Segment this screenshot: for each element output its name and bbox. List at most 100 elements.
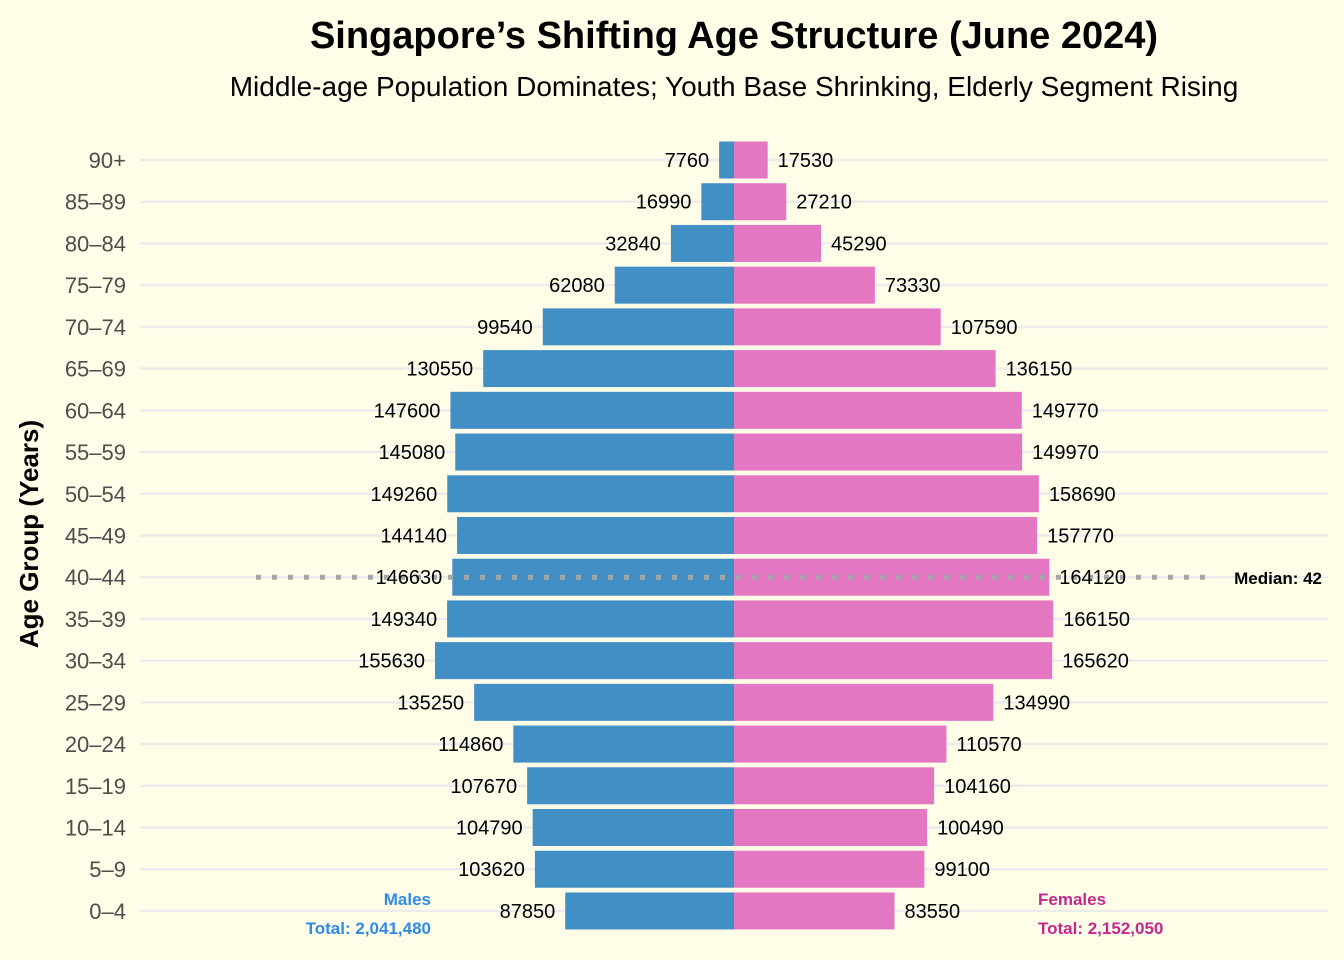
female-bar bbox=[734, 642, 1053, 680]
female-value-label: 149770 bbox=[1032, 400, 1099, 422]
male-value-label: 149260 bbox=[370, 484, 437, 506]
females-legend-name: Females bbox=[1038, 890, 1106, 909]
male-value-label: 147600 bbox=[374, 400, 441, 422]
female-value-label: 99100 bbox=[934, 859, 990, 881]
bars bbox=[435, 141, 1054, 930]
y-tick-label: 90+ bbox=[89, 148, 126, 173]
male-value-label: 130550 bbox=[406, 359, 473, 381]
female-bar bbox=[734, 558, 1050, 596]
male-value-label: 104790 bbox=[456, 818, 523, 840]
male-bar bbox=[534, 850, 734, 888]
median-label: Median: 42 bbox=[1234, 569, 1322, 588]
female-value-label: 164120 bbox=[1059, 567, 1126, 589]
female-bar bbox=[734, 725, 947, 763]
male-value-label: 135250 bbox=[397, 692, 464, 714]
male-bar bbox=[447, 600, 734, 638]
male-bar bbox=[435, 642, 734, 680]
female-value-label: 73330 bbox=[885, 275, 941, 297]
female-bar bbox=[734, 475, 1039, 513]
female-bar bbox=[734, 850, 925, 888]
female-bar bbox=[734, 892, 895, 930]
male-value-label: 103620 bbox=[458, 859, 525, 881]
male-bar bbox=[719, 141, 734, 179]
y-axis-ticks: 0–4 5–9 10–14 15–19 20–24 25–29 30–34 35–39 40–4… bbox=[65, 148, 126, 924]
male-bar bbox=[532, 809, 734, 847]
female-value-label: 100490 bbox=[937, 818, 1004, 840]
male-value-label: 16990 bbox=[636, 192, 692, 214]
female-value-label: 45290 bbox=[831, 233, 887, 255]
female-value-label: 136150 bbox=[1006, 359, 1073, 381]
female-bar bbox=[734, 266, 875, 304]
male-bar bbox=[542, 308, 734, 346]
female-value-label: 27210 bbox=[796, 192, 852, 214]
male-value-label: 99540 bbox=[477, 317, 533, 339]
female-bar bbox=[734, 183, 787, 221]
female-bar bbox=[734, 516, 1038, 554]
female-value-label: 157770 bbox=[1047, 525, 1114, 547]
y-tick-label: 40–44 bbox=[65, 565, 126, 590]
female-bar bbox=[734, 433, 1023, 471]
female-value-label: 134990 bbox=[1003, 692, 1070, 714]
female-value-label: 166150 bbox=[1063, 609, 1130, 631]
female-bar bbox=[734, 350, 996, 388]
y-tick-label: 10–14 bbox=[65, 816, 126, 841]
male-bar bbox=[455, 433, 734, 471]
female-value-label: 17530 bbox=[778, 150, 834, 172]
female-value-label: 149970 bbox=[1032, 442, 1099, 464]
females-legend-total: Total: 2,152,050 bbox=[1038, 919, 1163, 938]
female-bar bbox=[734, 767, 935, 805]
y-tick-label: 80–84 bbox=[65, 231, 126, 256]
females-legend: Females Total: 2,152,050 bbox=[1038, 890, 1163, 938]
male-bar bbox=[527, 767, 734, 805]
female-value-label: 110570 bbox=[956, 734, 1021, 756]
male-bar bbox=[450, 391, 734, 429]
male-value-label: 146630 bbox=[376, 567, 443, 589]
y-tick-label: 5–9 bbox=[89, 857, 126, 882]
y-tick-label: 60–64 bbox=[65, 398, 126, 423]
male-value-label: 107670 bbox=[450, 776, 517, 798]
males-legend-name: Males bbox=[384, 890, 431, 909]
female-value-label: 165620 bbox=[1062, 651, 1129, 673]
y-tick-label: 75–79 bbox=[65, 273, 126, 298]
male-value-label: 62080 bbox=[549, 275, 605, 297]
male-bar bbox=[614, 266, 734, 304]
chart-subtitle: Middle-age Population Dominates; Youth B… bbox=[230, 71, 1239, 102]
y-tick-label: 70–74 bbox=[65, 315, 126, 340]
male-bar bbox=[457, 516, 734, 554]
male-value-label: 32840 bbox=[605, 233, 661, 255]
y-tick-label: 55–59 bbox=[65, 440, 126, 465]
y-tick-label: 65–69 bbox=[65, 357, 126, 382]
male-bar bbox=[513, 725, 734, 763]
value-labels: 87850 83550 103620 99100 104790 100490 107670 1… bbox=[358, 150, 1130, 923]
male-value-label: 149340 bbox=[370, 609, 437, 631]
female-bar bbox=[734, 600, 1054, 638]
male-bar bbox=[447, 475, 734, 513]
female-bar bbox=[734, 308, 941, 346]
y-tick-label: 30–34 bbox=[65, 649, 126, 674]
male-value-label: 114860 bbox=[438, 734, 503, 756]
y-tick-label: 50–54 bbox=[65, 482, 126, 507]
female-value-label: 158690 bbox=[1049, 484, 1116, 506]
female-value-label: 104160 bbox=[944, 776, 1011, 798]
y-tick-label: 15–19 bbox=[65, 774, 126, 799]
male-bar bbox=[670, 224, 734, 262]
male-value-label: 144140 bbox=[380, 525, 447, 547]
male-bar bbox=[474, 683, 734, 721]
median-annotation: Median: 42 bbox=[256, 569, 1322, 588]
males-legend-total: Total: 2,041,480 bbox=[306, 919, 431, 938]
male-value-label: 155630 bbox=[358, 651, 425, 673]
male-value-label: 145080 bbox=[379, 442, 446, 464]
male-value-label: 7760 bbox=[665, 150, 710, 172]
female-bar bbox=[734, 391, 1022, 429]
male-bar bbox=[483, 350, 734, 388]
female-bar bbox=[734, 224, 822, 262]
chart-title: Singapore’s Shifting Age Structure (June… bbox=[310, 15, 1158, 57]
female-bar bbox=[734, 141, 768, 179]
y-tick-label: 45–49 bbox=[65, 523, 126, 548]
y-axis-title: Age Group (Years) bbox=[14, 420, 44, 648]
male-bar bbox=[701, 183, 734, 221]
female-bar bbox=[734, 683, 994, 721]
male-bar bbox=[565, 892, 734, 930]
y-tick-label: 85–89 bbox=[65, 190, 126, 215]
